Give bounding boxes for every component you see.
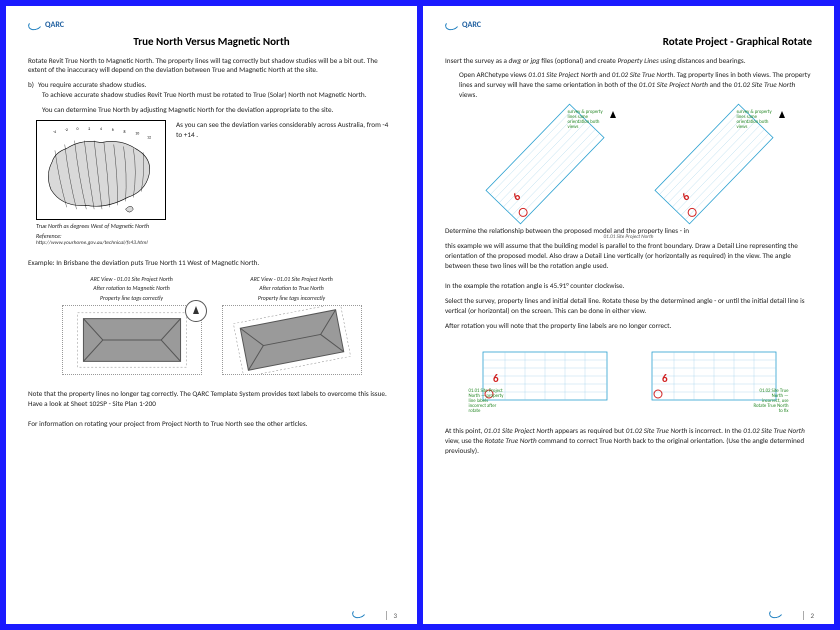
intro-para: Rotate Revit True North to Magnetic Nort… [28, 56, 395, 75]
footer-logo-right [769, 608, 784, 618]
p2d: 01.02 Site True North [612, 70, 674, 79]
bpe: is incorrect. In the [687, 426, 743, 435]
logo-swoosh-icon [444, 19, 460, 32]
page-left: QARC True North Versus Magnetic North Ro… [6, 6, 417, 624]
page-title-left: True North Versus Magnetic North [28, 35, 395, 50]
plan-top-left: survey & property lines same orientation… [467, 106, 622, 216]
page-title-right: Rotate Project - Graphical Rotate [445, 35, 812, 50]
svg-text:6: 6 [662, 372, 668, 385]
bpc: appears as required but [553, 426, 626, 435]
brand-logo: QARC [445, 20, 812, 31]
determine-relationship-cont: this example we will assume that the bui… [445, 241, 812, 270]
bpd: 01.02 Site True North [626, 426, 688, 435]
plan-top-right: survey & property lines same orientation… [636, 106, 791, 216]
open-views-para: Open ARChetype views 01.01 Site Project … [459, 70, 812, 99]
north-arrow-icon [606, 108, 620, 122]
logo-swoosh-icon [768, 606, 784, 619]
plan-bottom-right: 01.02 Site True North — incorrect, use R… [636, 336, 791, 416]
insert-survey-para: Insert the survey as a dwg or jpg files … [445, 56, 812, 66]
roof-view-right: ARC View - 01.01 Site Project North Afte… [222, 276, 362, 375]
map-caption: True North as degrees West of Magnetic N… [36, 222, 166, 230]
green-note: survey & property lines same orientation… [737, 110, 773, 130]
note-rotating-info: For information on rotating your project… [28, 419, 395, 429]
bpg: view, use the [445, 436, 485, 445]
p1e: using distances and bearings. [659, 56, 746, 65]
plan-top-label: 01.01 Site Project North [445, 234, 812, 241]
svg-text:10: 10 [135, 132, 139, 137]
p1c: files (optional) and create [540, 56, 618, 65]
view-right-label-1: ARC View - 01.01 Site Project North [222, 276, 362, 284]
roof-view-left: ARC View - 01.01 Site Project North Afte… [62, 276, 202, 375]
list-item-b-text: You require accurate shadow studies. [38, 80, 146, 90]
roof-plan-right [222, 305, 362, 375]
list-item-b: b) You require accurate shadow studies. [28, 80, 395, 90]
reference-label: Reference: [36, 232, 166, 240]
after-rotation-note: After rotation you will note that the pr… [445, 321, 812, 331]
svg-text:-4: -4 [53, 130, 56, 135]
rotation-angle-line: In the example the rotation angle is 45.… [445, 281, 812, 291]
para-determine-true-north: You can determine True North by adjustin… [42, 105, 395, 115]
page-number-left: 3 [386, 611, 397, 620]
plan-pair-top: survey & property lines same orientation… [445, 106, 812, 216]
p2b: 01.01 Site Project North [528, 70, 597, 79]
svg-text:8: 8 [124, 130, 126, 135]
map-side-text: As you can see the deviation varies cons… [176, 120, 395, 139]
p1d: Property Lines [617, 56, 658, 65]
bph: Rotate True North [485, 436, 537, 445]
at-this-point-para: At this point, 01.01 Site Project North … [445, 426, 812, 455]
list-marker: b) [28, 80, 34, 90]
map-container: -4 -2 0 2 4 6 8 10 12 True North as degrees … [36, 120, 166, 248]
green-note: 01.02 Site True North — incorrect, use R… [753, 389, 789, 414]
p2g: and the [708, 80, 734, 89]
view-left-label-1: ARC View - 01.01 Site Project North [62, 276, 202, 284]
bpb: 01.01 Site Project North [484, 426, 553, 435]
logo-swoosh-icon [351, 606, 367, 619]
roof-plan-left [62, 305, 202, 375]
svg-text:6: 6 [493, 372, 499, 385]
compass-icon [185, 300, 207, 322]
brand-logo: QARC [28, 20, 395, 31]
map-block: -4 -2 0 2 4 6 8 10 12 True North as degrees … [36, 120, 395, 248]
roof-view-pair: ARC View - 01.01 Site Project North Afte… [28, 276, 395, 375]
view-right-label-3: Property line tags incorrectly [222, 295, 362, 303]
australia-map: -4 -2 0 2 4 6 8 10 12 [36, 120, 166, 220]
p2c: and [597, 70, 611, 79]
p2a: Open ARChetype views [459, 70, 528, 79]
plan-pair-bottom: 01.01 Site Project North — property line… [445, 336, 812, 416]
svg-text:6: 6 [112, 128, 114, 133]
reference-url: http://www.yourhome.gov.au/technical/fs4… [36, 240, 166, 247]
p1b: dwg or jpg [509, 56, 540, 65]
plan-bottom-left: 01.01 Site Project North — property line… [467, 336, 622, 416]
bpa: At this point, [445, 426, 484, 435]
footer-logo-left [352, 608, 367, 618]
p2h: 01.02 Site True North [734, 80, 796, 89]
page-right: QARC Rotate Project - Graphical Rotate I… [423, 6, 834, 624]
svg-text:-2: -2 [65, 128, 68, 133]
bpf: 01.02 Site True North [743, 426, 805, 435]
page-number-right: 2 [803, 611, 814, 620]
green-note: 01.01 Site Project North — property line… [469, 389, 505, 414]
example-line: Example: In Brisbane the deviation puts … [28, 258, 395, 268]
p1a: Insert the survey as a [445, 56, 509, 65]
view-right-label-2: After rotation to True North [222, 285, 362, 293]
p2f: 01.01 Site Project North [639, 80, 708, 89]
brand-name: QARC [45, 20, 64, 31]
view-left-label-3: Property line tags correctly [62, 295, 202, 303]
svg-text:2: 2 [88, 127, 90, 132]
north-arrow-icon [775, 108, 789, 122]
svg-text:12: 12 [147, 136, 151, 141]
para-accurate-shadow: To achieve accurate shadow studies Revit… [42, 90, 395, 100]
select-survey-line: Select the survey, property lines and in… [445, 296, 812, 315]
note-property-lines: Note that the property lines no longer t… [28, 389, 395, 408]
svg-text:0: 0 [77, 127, 79, 132]
brand-name: QARC [462, 20, 481, 31]
view-left-label-2: After rotation to Magnetic North [62, 285, 202, 293]
logo-swoosh-icon [27, 19, 43, 32]
svg-text:4: 4 [100, 127, 102, 132]
p2i: views. [459, 90, 477, 99]
green-note: survey & property lines same orientation… [568, 110, 604, 130]
